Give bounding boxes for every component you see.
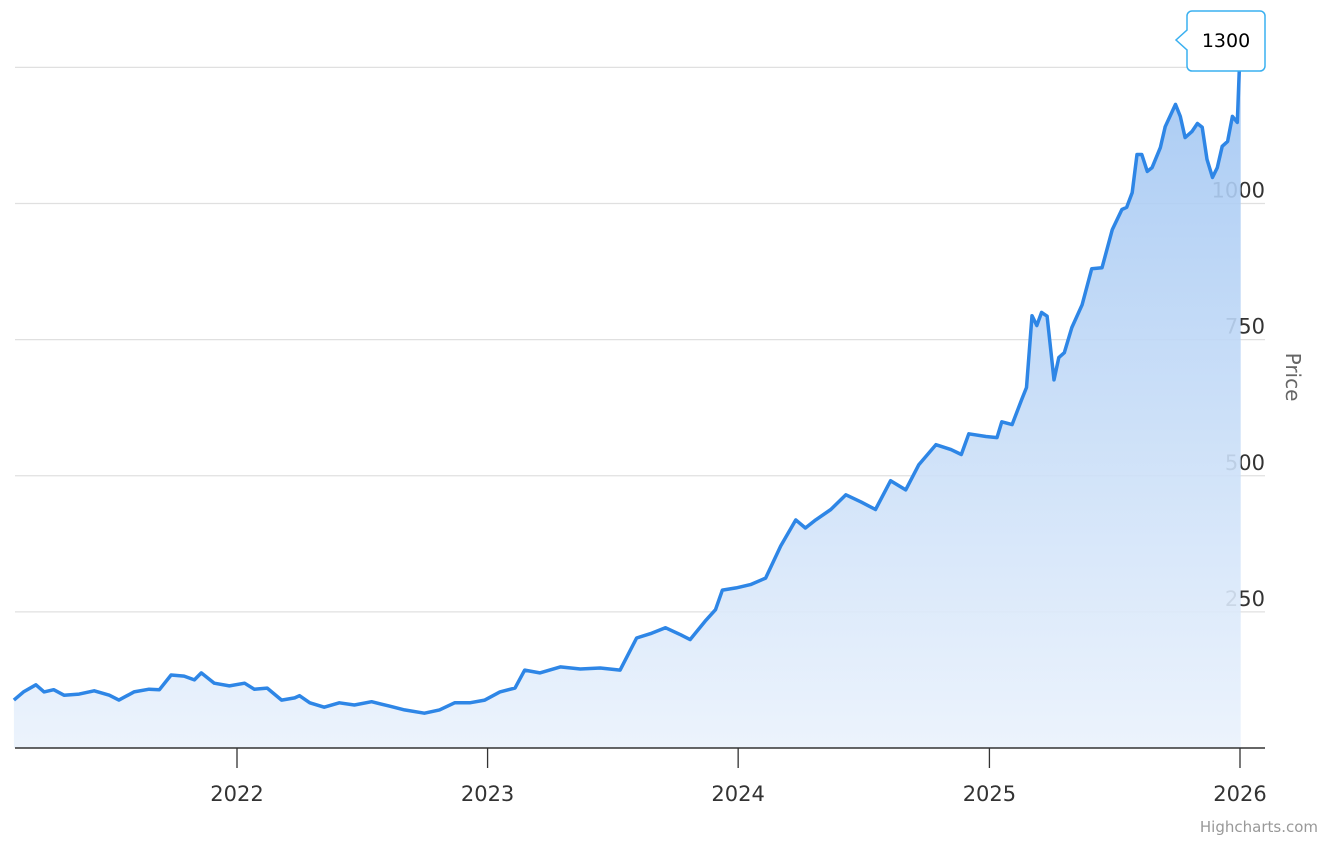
tooltip-value: 1300 <box>1202 30 1250 52</box>
price-series-line <box>12 40 1243 715</box>
x-tick-label: 2026 <box>1213 782 1266 806</box>
x-tick-label: 2025 <box>963 782 1016 806</box>
price-area-fill <box>13 40 1241 749</box>
x-tick-label: 2023 <box>461 782 514 806</box>
x-tick-label: 2024 <box>711 782 764 806</box>
x-tick-label: 2022 <box>210 782 263 806</box>
highcharts-credit-link[interactable]: Highcharts.com <box>1200 818 1318 836</box>
tooltip: 1300 <box>1174 10 1266 72</box>
y-axis-title: Price <box>1281 353 1305 402</box>
